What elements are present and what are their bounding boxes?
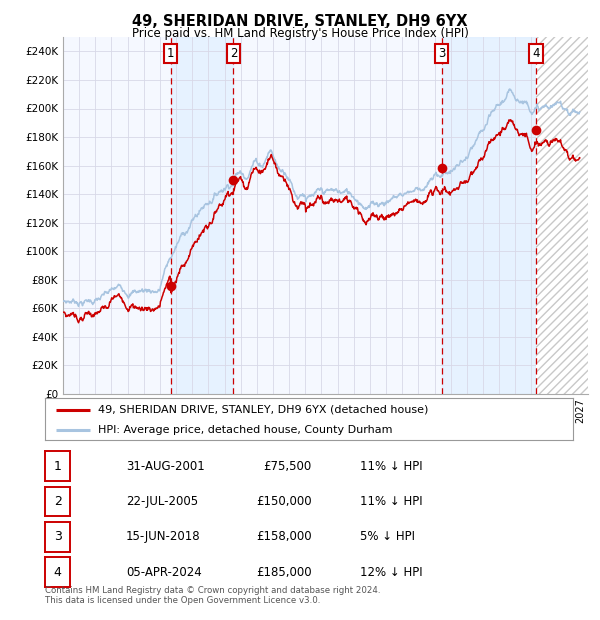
Text: 1: 1: [167, 47, 175, 60]
Text: 3: 3: [53, 531, 62, 543]
Text: 1: 1: [53, 460, 62, 472]
Text: 4: 4: [53, 566, 62, 578]
Text: 49, SHERIDAN DRIVE, STANLEY, DH9 6YX (detached house): 49, SHERIDAN DRIVE, STANLEY, DH9 6YX (de…: [98, 405, 428, 415]
Text: 3: 3: [438, 47, 445, 60]
Text: 11% ↓ HPI: 11% ↓ HPI: [360, 495, 422, 508]
Text: 11% ↓ HPI: 11% ↓ HPI: [360, 460, 422, 472]
Text: 49, SHERIDAN DRIVE, STANLEY, DH9 6YX: 49, SHERIDAN DRIVE, STANLEY, DH9 6YX: [132, 14, 468, 29]
Text: 5% ↓ HPI: 5% ↓ HPI: [360, 531, 415, 543]
Text: HPI: Average price, detached house, County Durham: HPI: Average price, detached house, Coun…: [98, 425, 392, 435]
Text: £75,500: £75,500: [264, 460, 312, 472]
Bar: [536, 37, 588, 394]
Bar: [536, 37, 588, 394]
Text: £150,000: £150,000: [256, 495, 312, 508]
Text: 05-APR-2024: 05-APR-2024: [126, 566, 202, 578]
Bar: [170, 37, 233, 394]
Bar: [442, 37, 536, 394]
Text: 4: 4: [532, 47, 539, 60]
Text: 12% ↓ HPI: 12% ↓ HPI: [360, 566, 422, 578]
Text: Price paid vs. HM Land Registry's House Price Index (HPI): Price paid vs. HM Land Registry's House …: [131, 27, 469, 40]
Text: 31-AUG-2001: 31-AUG-2001: [126, 460, 205, 472]
Text: £158,000: £158,000: [256, 531, 312, 543]
Text: 22-JUL-2005: 22-JUL-2005: [126, 495, 198, 508]
Text: 2: 2: [53, 495, 62, 508]
Text: 2: 2: [230, 47, 237, 60]
Text: Contains HM Land Registry data © Crown copyright and database right 2024.
This d: Contains HM Land Registry data © Crown c…: [45, 586, 380, 605]
Text: 15-JUN-2018: 15-JUN-2018: [126, 531, 200, 543]
Text: £185,000: £185,000: [256, 566, 312, 578]
